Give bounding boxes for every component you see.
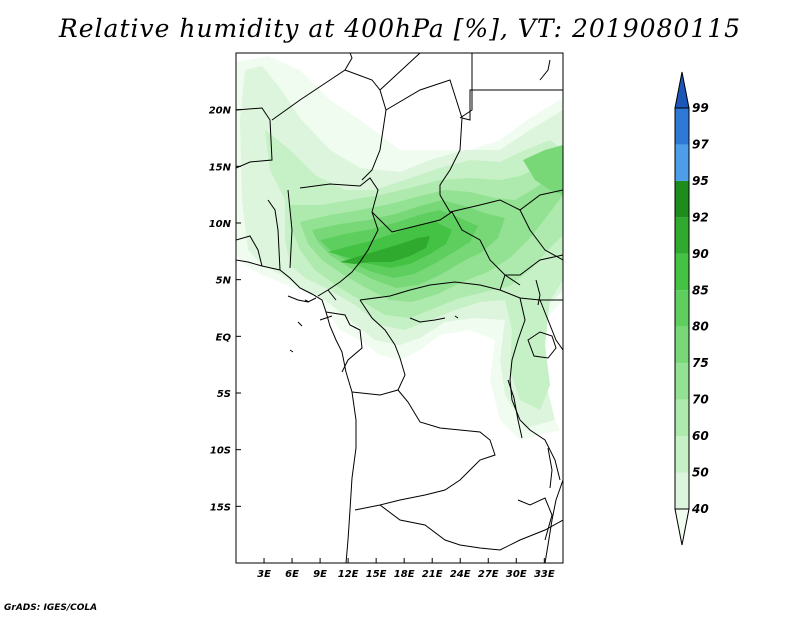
legend-swatch xyxy=(675,363,689,400)
color-legend: 40 50 60 70 75 80 85 90 92 95 97 99 xyxy=(674,71,709,546)
coastline-west-africa xyxy=(236,259,357,563)
x-tick-label: 24E xyxy=(450,569,471,580)
border-chad-car xyxy=(439,189,563,213)
border-benin-togo xyxy=(267,189,293,271)
border-libya-chad xyxy=(379,53,473,119)
legend-arrow-low xyxy=(674,508,690,546)
humidity-area-92 xyxy=(340,236,430,264)
y-tick-label: 5N xyxy=(216,276,232,287)
x-tick-label: 3E xyxy=(257,569,271,580)
legend-swatch xyxy=(675,253,689,291)
legend-swatch xyxy=(675,472,689,509)
x-tick-label: 6E xyxy=(285,569,299,580)
y-axis: 20N 15N 10N 5N EQ 5S 10S 15S xyxy=(209,106,241,513)
legend-frame xyxy=(674,107,690,510)
border-south-sudan xyxy=(499,254,563,291)
x-tick-label: 15E xyxy=(366,569,387,580)
legend-level-label: 90 xyxy=(692,247,709,261)
legend-swatch xyxy=(675,326,689,364)
legend-swatch xyxy=(675,399,689,437)
east-coast-somalia xyxy=(539,59,551,81)
x-tick-label: 18E xyxy=(394,569,415,580)
lake-tanganyika xyxy=(507,379,523,439)
plot-frame xyxy=(235,52,564,564)
legend-level-label: 60 xyxy=(692,429,709,443)
legend-level-label: 92 xyxy=(692,210,709,224)
legend-arrow-high xyxy=(674,71,690,109)
border-nigeria-niger xyxy=(299,177,379,213)
lake-turkana xyxy=(535,279,541,306)
border-drc-east xyxy=(509,297,561,481)
border-drc-angola xyxy=(351,389,496,511)
border-congo-drc xyxy=(359,299,406,391)
boundaries xyxy=(236,53,563,563)
border-mauritania-mali xyxy=(236,107,273,169)
legend-level-label: 80 xyxy=(692,320,709,334)
y-tick-label: 15S xyxy=(210,502,231,513)
border-uganda-kenya xyxy=(539,299,563,351)
legend-level-label: 97 xyxy=(692,137,709,151)
border-ivory-coast-ghana xyxy=(236,235,263,267)
border-gabon xyxy=(325,311,363,373)
legend-swatch xyxy=(675,108,689,145)
humidity-area-east xyxy=(523,145,563,195)
y-tick-label: 5S xyxy=(217,389,231,400)
y-tick-label: 20N xyxy=(209,106,232,117)
legend-level-label: 95 xyxy=(692,174,709,188)
lake-victoria xyxy=(527,331,557,359)
border-car-drc xyxy=(359,281,563,301)
legend-level-label: 40 xyxy=(691,502,709,516)
coast-gulf-guinea xyxy=(287,295,317,303)
x-axis: 3E 6E 9E 12E 15E 18E 21E 24E 27E 30E 33E xyxy=(257,558,555,580)
legend-swatch xyxy=(675,290,689,327)
y-tick-label: 15N xyxy=(209,162,232,173)
coast-mozambique xyxy=(517,497,553,541)
legend-level-label: 70 xyxy=(692,393,709,407)
humidity-shading xyxy=(236,56,563,440)
coast-small-islands xyxy=(409,315,459,323)
border-nigeria-cameroon xyxy=(317,211,379,297)
grads-credit: GrADS: IGES/COLA xyxy=(4,603,98,613)
legend-level-label: 99 xyxy=(692,101,709,115)
x-tick-label: 33E xyxy=(534,569,555,580)
lake-malawi xyxy=(547,447,553,489)
legend-swatch xyxy=(675,144,689,181)
x-tick-label: 12E xyxy=(338,569,359,580)
border-gabon-eq-guinea xyxy=(319,289,337,321)
border-angola-namibia-zambia xyxy=(379,504,563,551)
y-tick-label: EQ xyxy=(216,332,232,343)
x-tick-label: 27E xyxy=(478,569,499,580)
border-ethiopia xyxy=(519,209,563,261)
legend-level-label: 75 xyxy=(692,356,709,370)
border-cameroon-car xyxy=(371,211,521,286)
legend-swatch xyxy=(675,180,689,218)
border-niger-chad xyxy=(385,79,463,195)
coastline-east-africa xyxy=(544,479,563,563)
y-tick-label: 10N xyxy=(209,219,232,230)
x-tick-label: 9E xyxy=(313,569,327,580)
map-title: Relative humidity at 400hPa [%], VT: 201… xyxy=(58,14,742,43)
border-chad-sudan xyxy=(461,89,563,121)
x-tick-label: 21E xyxy=(422,569,443,580)
legend-swatch xyxy=(675,436,689,473)
y-tick-label: 10S xyxy=(210,446,231,457)
legend-level-label: 50 xyxy=(692,466,709,480)
x-tick-label: 30E xyxy=(506,569,527,580)
legend-level-label: 85 xyxy=(692,283,709,297)
border-mali-niger xyxy=(271,53,353,121)
legend-swatch xyxy=(675,217,689,254)
